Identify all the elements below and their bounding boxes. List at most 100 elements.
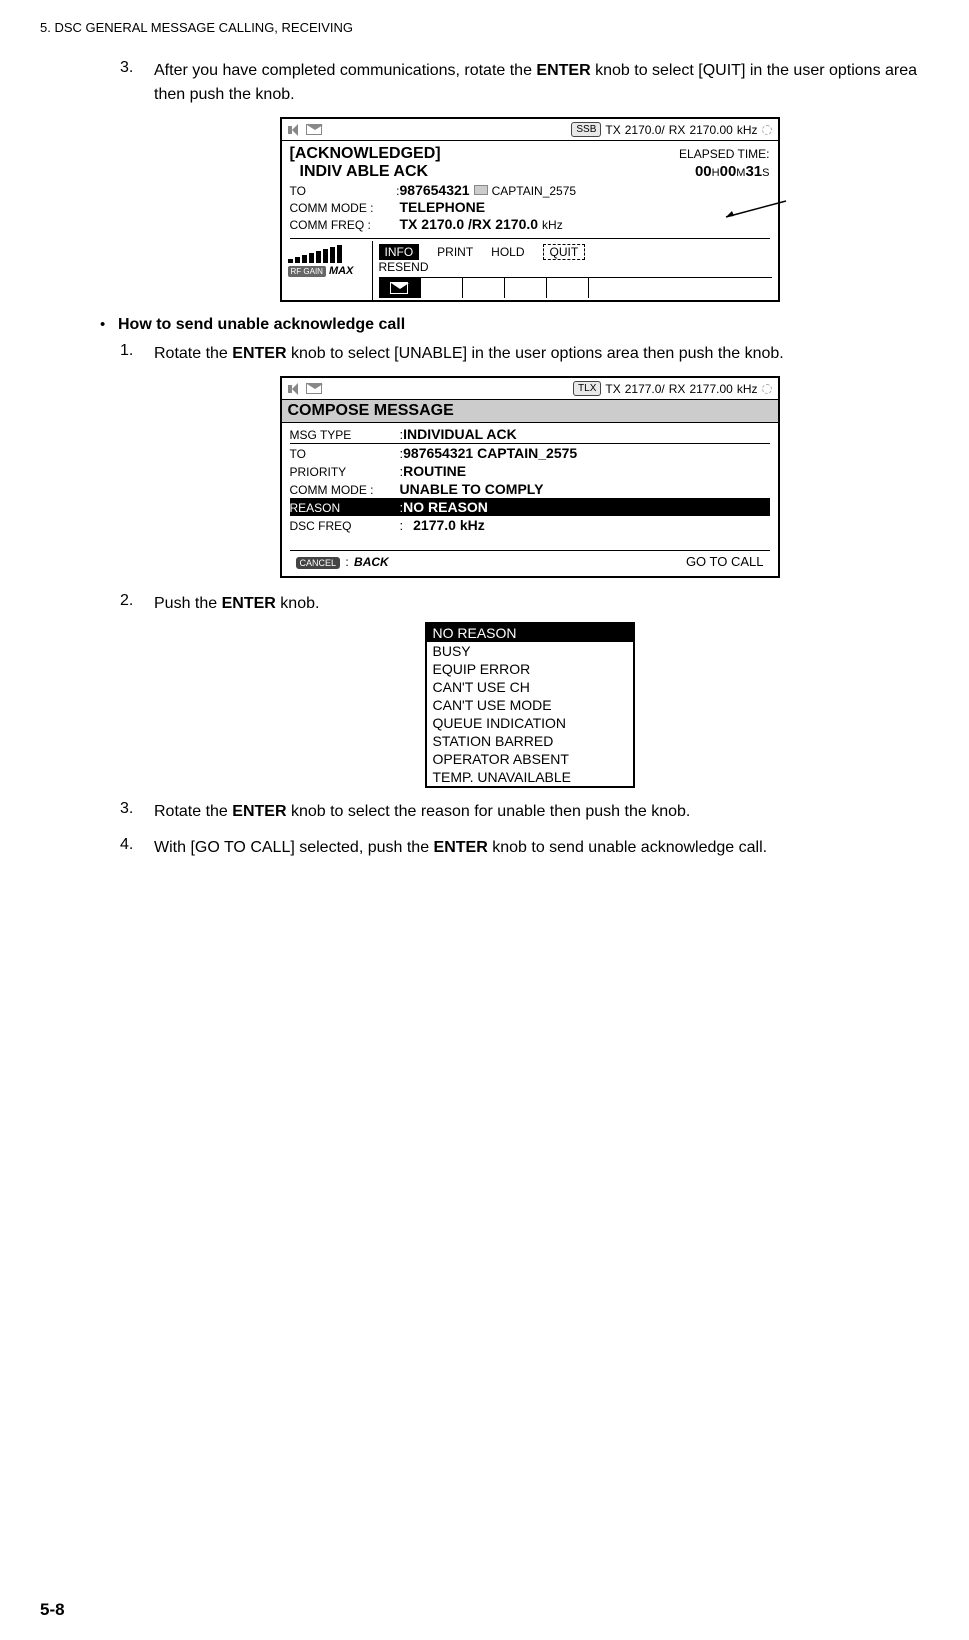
bullet-heading: How to send unable acknowledge call (118, 316, 405, 334)
reason-item[interactable]: QUEUE INDICATION (427, 714, 633, 732)
comm-freq-unit: kHz (542, 218, 563, 232)
step-text: After you have completed communications,… (154, 59, 939, 107)
rfgain-max: MAX (329, 265, 353, 277)
bullet-dot: • (100, 316, 118, 333)
u: H (712, 167, 720, 179)
hold-option[interactable]: HOLD (491, 245, 524, 259)
signal-bars-icon (288, 245, 368, 263)
enter-word: ENTER (232, 345, 286, 362)
msgtype-value: INDIVIDUAL ACK (403, 426, 517, 442)
topbar: SSB TX 2170.0/ RX 2170.00 kHz (282, 119, 778, 141)
t: With [GO TO CALL] selected, push the (154, 839, 434, 856)
t: Push the (154, 595, 222, 612)
rx-val: 2170.00 (689, 123, 732, 137)
reason-item[interactable]: CAN'T USE CH (427, 678, 633, 696)
elapsed-value: 00H00M31S (695, 163, 770, 180)
comm-freq-value: TX 2170.0 /RX 2170.0 (400, 216, 539, 232)
speaker-icon (288, 383, 302, 395)
signal-block: RF GAIN MAX (282, 241, 372, 279)
tab-row (379, 277, 772, 298)
page-number: 5-8 (40, 1600, 65, 1620)
mode-pill: SSB (571, 122, 601, 137)
dscfreq-label: DSC FREQ (290, 519, 400, 533)
dscfreq-value: 2177.0 kHz (413, 517, 485, 533)
resend-option[interactable]: RESEND (379, 260, 772, 274)
elapsed-label: ELAPSED TIME: (679, 147, 769, 161)
ack-title: [ACKNOWLEDGED] (290, 145, 441, 163)
commmode-value: UNABLE TO COMPLY (400, 481, 544, 497)
to-name: CAPTAIN_2575 (492, 184, 577, 198)
to-value: 987654321 (400, 182, 470, 198)
back-label[interactable]: BACK (354, 555, 389, 569)
ack-subtitle: INDIV ABLE ACK (300, 163, 429, 181)
section-header: 5. DSC GENERAL MESSAGE CALLING, RECEIVIN… (40, 20, 939, 35)
comm-freq-label: COMM FREQ : (290, 218, 400, 232)
t: knob. (276, 595, 320, 612)
reason-label: REASON (290, 501, 400, 515)
n: 31 (745, 163, 762, 180)
priority-label: PRIORITY (290, 465, 400, 479)
step-number: 3. (120, 800, 154, 818)
unit: kHz (737, 382, 758, 396)
t: After you have completed communications,… (154, 62, 536, 79)
mail-icon (306, 383, 322, 394)
antenna-icon (762, 125, 772, 135)
unit: kHz (737, 123, 758, 137)
to-label: TO: (290, 184, 400, 198)
tx-label: TX (605, 123, 620, 137)
reason-item[interactable]: STATION BARRED (427, 732, 633, 750)
enter-word: ENTER (434, 839, 488, 856)
t: knob to select [UNABLE] in the user opti… (287, 345, 784, 362)
reason-item[interactable]: TEMP. UNAVAILABLE (427, 768, 633, 786)
tx-val: 2170.0/ (625, 123, 665, 137)
cancel-pill[interactable]: CANCEL (296, 557, 341, 569)
reason-item[interactable]: EQUIP ERROR (427, 660, 633, 678)
book-icon (474, 185, 488, 195)
print-option[interactable]: PRINT (437, 245, 473, 259)
goto-call[interactable]: GO TO CALL (686, 554, 764, 569)
rx-label: RX (669, 382, 686, 396)
ack-screen: SSB TX 2170.0/ RX 2170.00 kHz [ACKNOWLED… (280, 117, 780, 302)
reason-list[interactable]: NO REASONBUSYEQUIP ERRORCAN'T USE CHCAN'… (425, 622, 635, 788)
reason-value[interactable]: NO REASON (403, 499, 488, 515)
rx-val: 2177.00 (689, 382, 732, 396)
reason-item[interactable]: NO REASON (427, 624, 633, 642)
step-text: Rotate the ENTER knob to select [UNABLE]… (154, 342, 784, 366)
speaker-icon (288, 124, 302, 136)
mail-tab-icon[interactable] (390, 282, 408, 294)
tx-val: 2177.0/ (625, 382, 665, 396)
step-number: 3. (120, 59, 154, 77)
enter-word: ENTER (536, 62, 590, 79)
reason-item[interactable]: OPERATOR ABSENT (427, 750, 633, 768)
compose-title: COMPOSE MESSAGE (282, 400, 778, 423)
priority-value: ROUTINE (403, 463, 466, 479)
step-text: Push the ENTER knob. (154, 592, 319, 616)
mode-pill: TLX (573, 381, 601, 396)
step-text: Rotate the ENTER knob to select the reas… (154, 800, 690, 824)
comm-mode-label: COMM MODE : (290, 201, 400, 215)
t: Rotate the (154, 803, 232, 820)
rfgain-label: RF GAIN (288, 266, 326, 277)
step-number: 2. (120, 592, 154, 610)
comm-mode-value: TELEPHONE (400, 199, 486, 215)
step-text: With [GO TO CALL] selected, push the ENT… (154, 836, 767, 860)
step-number: 1. (120, 342, 154, 360)
compose-screen: TLX TX 2177.0/ RX 2177.00 kHz COMPOSE ME… (280, 376, 780, 578)
reason-item[interactable]: CAN'T USE MODE (427, 696, 633, 714)
n: 00 (720, 163, 737, 180)
quit-option[interactable]: QUIT (543, 244, 586, 260)
t: knob to send unable acknowledge call. (488, 839, 767, 856)
arrow-icon (718, 199, 788, 219)
n: 00 (695, 163, 712, 180)
to-label: TO (290, 447, 400, 461)
info-option[interactable]: INFO (379, 244, 420, 260)
to-value: 987654321 CAPTAIN_2575 (403, 445, 577, 461)
antenna-icon (762, 384, 772, 394)
topbar: TLX TX 2177.0/ RX 2177.00 kHz (282, 378, 778, 400)
reason-item[interactable]: BUSY (427, 642, 633, 660)
tx-label: TX (605, 382, 620, 396)
msgtype-label: MSG TYPE (290, 428, 400, 442)
enter-word: ENTER (222, 595, 276, 612)
enter-word: ENTER (232, 803, 286, 820)
t: knob to select the reason for unable the… (287, 803, 691, 820)
